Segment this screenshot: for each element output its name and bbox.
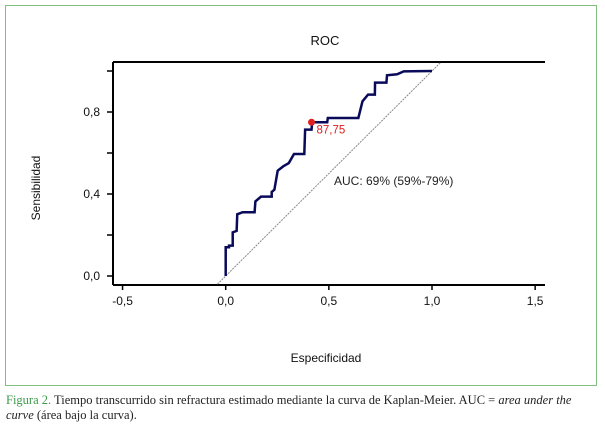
figure-caption: Figura 2. Tiempo transcurrido sin refrac… (6, 393, 596, 423)
x-tick-label: 1,5 (527, 294, 544, 308)
auc-annotation: AUC: 69% (59%-79%) (334, 174, 453, 188)
cutoff-point-label: 87,75 (317, 124, 346, 136)
figure-frame (5, 5, 597, 386)
caption-italic: area under the curve (6, 393, 572, 422)
cutoff-point (308, 118, 316, 126)
caption-text: Tiempo transcurrido sin refractura estim… (51, 393, 499, 407)
y-axis-label: Sensibilidad (29, 156, 43, 221)
roc-curve-line (224, 69, 433, 276)
x-axis-label: Especificidad (291, 351, 362, 365)
y-tick-label: 0,4 (83, 187, 100, 201)
chart-title: ROC (311, 33, 340, 48)
x-tick-label: 1,0 (424, 294, 441, 308)
roc-chart: ROC Sensibilidad Especificidad AUC: 69% … (29, 33, 545, 365)
x-tick-label: 0,0 (217, 294, 234, 308)
y-tick-label: 0,0 (83, 269, 100, 283)
x-tick-label: 0,5 (321, 294, 338, 308)
caption-tail: (área bajo la curva). (33, 408, 137, 422)
x-tick-label: -0,5 (112, 294, 133, 308)
y-tick-label: 0,8 (83, 105, 100, 119)
reference-diagonal-line (217, 62, 441, 285)
figure-label: Figura 2. (6, 393, 52, 407)
